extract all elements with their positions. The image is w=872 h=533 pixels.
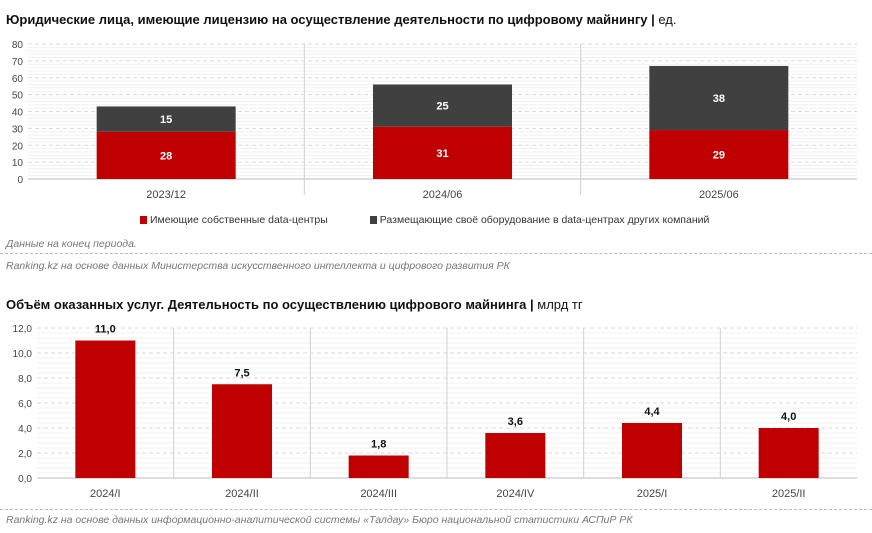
legend-item-own: Имеющие собственные data-центры — [140, 214, 328, 226]
chart1: 0 10 20 30 40 50 60 70 80 28 15 2023/12 31 25 2024/06 2… — [12, 40, 857, 200]
data-label: 7,5 — [234, 367, 249, 379]
divider — [0, 253, 872, 254]
y-tick-label: 40 — [12, 108, 24, 119]
y-tick-label: 4,0 — [18, 424, 32, 435]
bar — [485, 433, 546, 478]
bar — [212, 384, 272, 478]
bar — [758, 428, 819, 478]
x-tick-label: 2025/II — [772, 488, 806, 500]
y-tick-label: 70 — [12, 57, 24, 68]
divider — [0, 509, 872, 510]
y-tick-label: 2,0 — [18, 449, 32, 460]
y-tick-label: 0,0 — [18, 474, 32, 485]
legend-item-hosted: Размещающие своё оборудование в data-цен… — [369, 214, 709, 226]
bar — [622, 423, 682, 478]
y-tick-label: 30 — [12, 124, 24, 135]
legend-swatch — [369, 216, 377, 224]
y-tick-label: 60 — [12, 74, 24, 85]
y-tick-label: 50 — [12, 91, 24, 102]
data-label: 31 — [436, 148, 448, 160]
x-tick-label: 2025/06 — [699, 189, 739, 200]
x-tick-label: 2024/06 — [423, 189, 463, 200]
y-tick-label: 20 — [12, 141, 24, 152]
bar-segment — [649, 65, 789, 131]
legend-swatch — [140, 216, 147, 224]
data-label: 11,0 — [95, 324, 116, 336]
y-tick-label: 80 — [12, 40, 24, 51]
data-label: 25 — [436, 101, 448, 113]
bar-segment — [649, 130, 789, 179]
y-tick-label: 0 — [17, 175, 23, 186]
y-tick-label: 12,0 — [13, 324, 33, 335]
x-tick-label: 2024/IV — [496, 488, 535, 500]
bar — [348, 455, 409, 478]
bar-segment — [96, 131, 236, 179]
data-label: 4,0 — [781, 411, 796, 423]
bar — [75, 340, 136, 478]
data-label: 28 — [160, 150, 172, 162]
data-label: 29 — [713, 150, 725, 162]
source-2: Ranking.kz на основе данных информационн… — [6, 514, 633, 526]
source-1: Ranking.kz на основе данных Министерства… — [6, 260, 510, 272]
x-tick-label: 2025/I — [637, 488, 668, 500]
y-tick-label: 8,0 — [18, 374, 32, 385]
x-tick-label: 2024/III — [360, 488, 397, 500]
bar-segment — [96, 106, 236, 132]
y-tick-label: 10,0 — [13, 349, 33, 360]
x-tick-label: 2024/II — [225, 488, 259, 500]
data-label: 15 — [160, 114, 172, 126]
data-label: 1,8 — [371, 439, 386, 451]
data-label: 3,6 — [508, 416, 523, 428]
chart2: 0,0 2,0 4,0 6,0 8,0 10,0 12,0 11,0 2024/I 7,5 2024… — [13, 324, 857, 500]
chart1-title: Юридические лица, имеющие лицензию на ос… — [6, 12, 677, 27]
y-tick-label: 10 — [12, 158, 24, 169]
bar-segment — [373, 126, 512, 179]
x-tick-label: 2024/I — [90, 488, 121, 500]
chart1-legend: Имеющие собственные data-центры Размещаю… — [140, 214, 709, 226]
x-tick-label: 2023/12 — [146, 189, 186, 200]
bar-segment — [373, 84, 512, 127]
data-label: 38 — [713, 93, 725, 105]
chart2-title: Объём оказанных услуг. Деятельность по о… — [6, 297, 583, 312]
y-tick-label: 6,0 — [18, 399, 32, 410]
data-label: 4,4 — [644, 406, 660, 418]
note-period: Данные на конец периода. — [6, 238, 137, 250]
